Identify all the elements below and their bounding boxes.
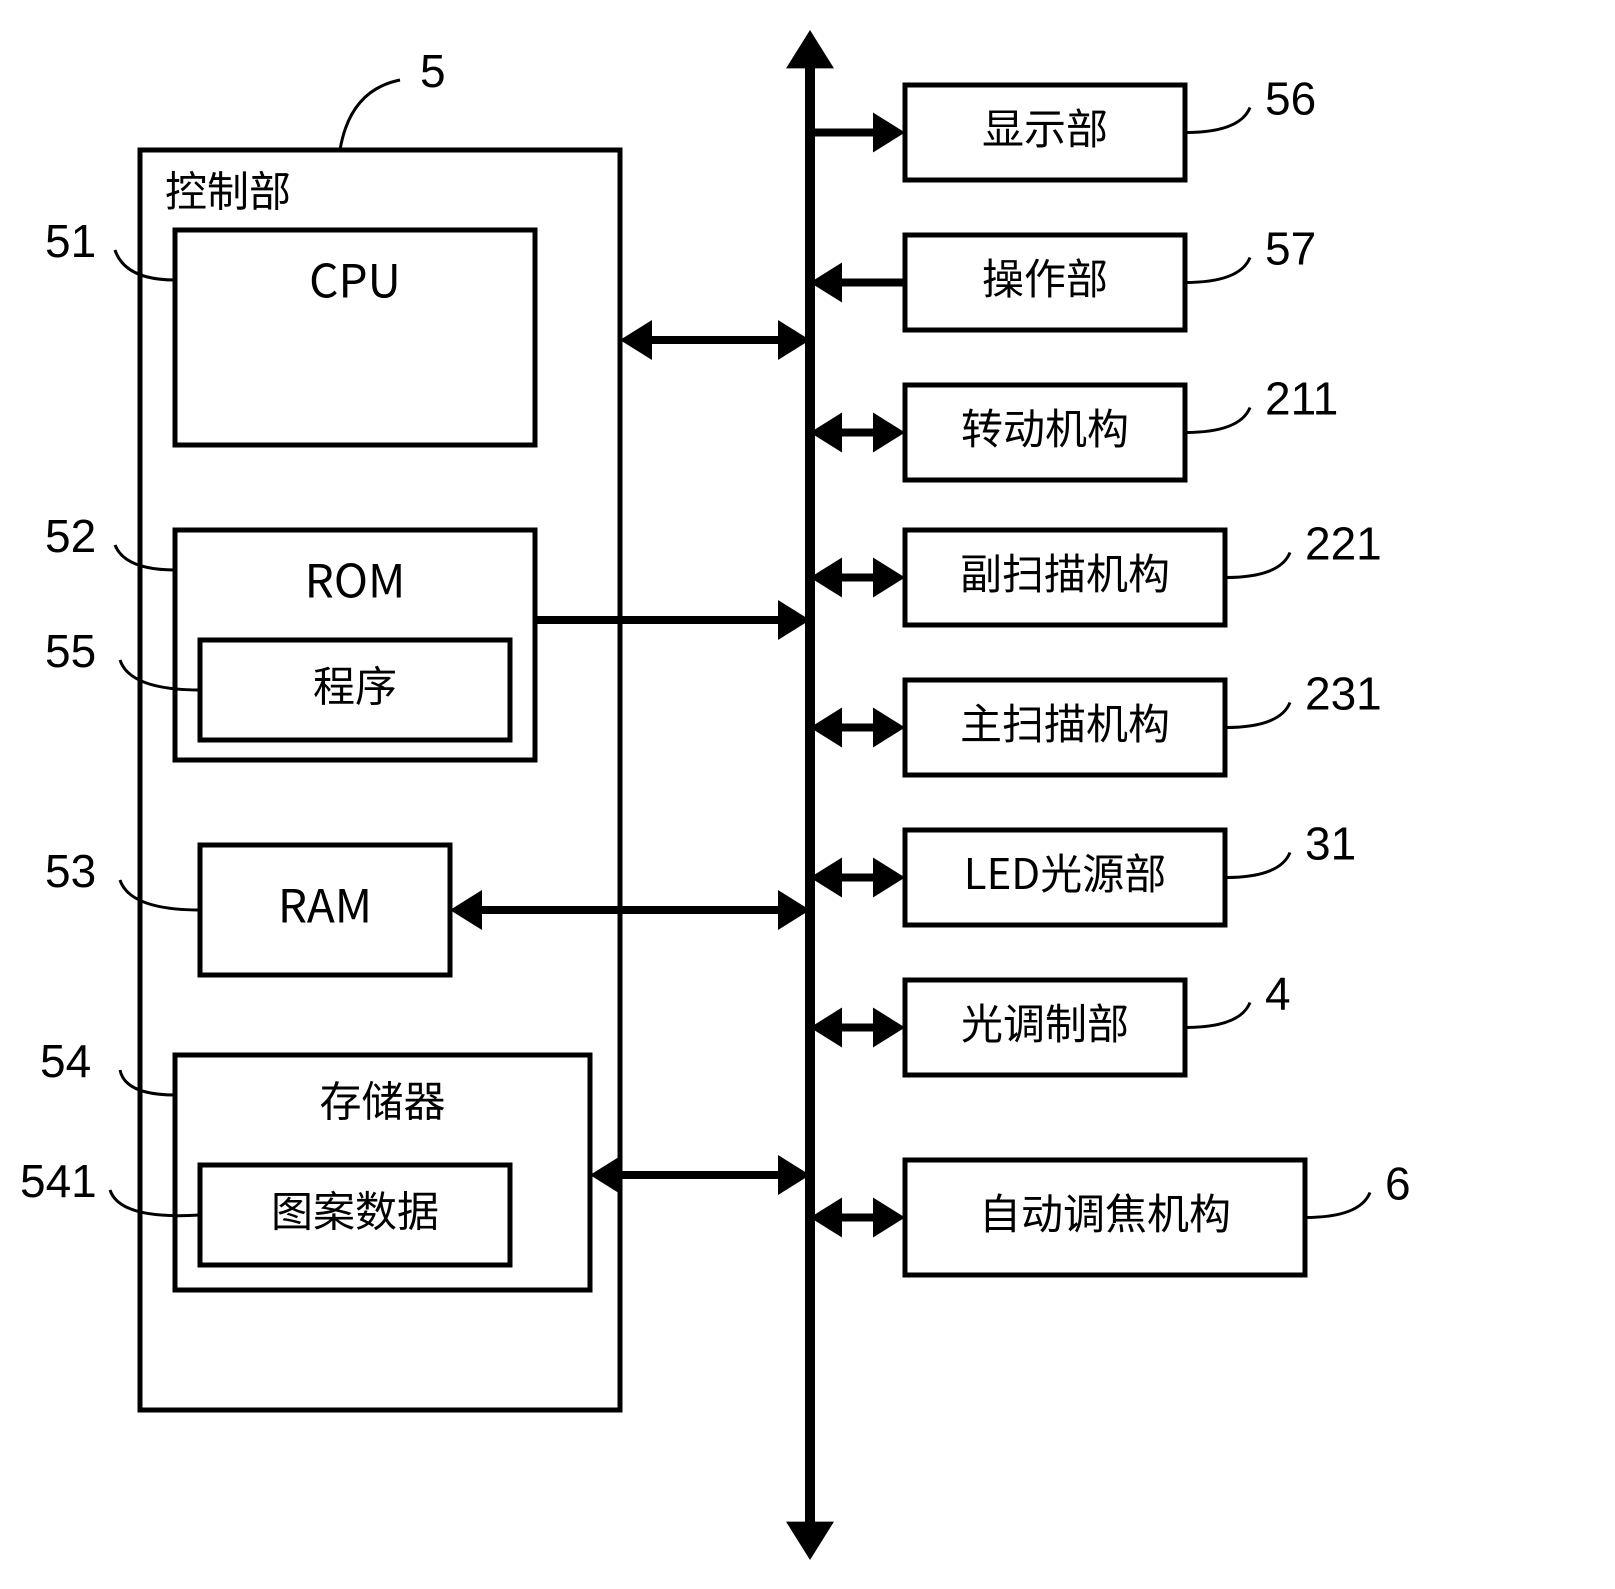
right-block-label: 副扫描机构 [960,541,1170,602]
ref-57: 57 [1265,223,1316,275]
ref-5: 5 [420,45,446,97]
ref-31: 31 [1305,818,1356,870]
ref-56: 56 [1265,73,1316,125]
ref-52: 52 [45,510,96,562]
right-block-label: 显示部 [982,96,1108,157]
rom-label: ROM [305,545,406,611]
ref-231: 231 [1305,668,1382,720]
block-label: 程序 [313,653,397,714]
block-label: 图案数据 [271,1178,439,1239]
ram-label: RAM [278,870,372,936]
ref-55: 55 [45,625,96,677]
ref-53: 53 [45,845,96,897]
ref-541: 541 [20,1155,97,1207]
store-label: 存储器 [319,1068,445,1129]
cpu-label: CPU [309,245,401,311]
right-block-label: 转动机构 [961,396,1129,457]
ref-54: 54 [40,1035,91,1087]
ref-4: 4 [1265,968,1291,1020]
ref-51: 51 [45,215,96,267]
block-diagram: 控制部 5 CPU 51 ROM 52 程序 55 RAM 53 存储器 54 图案数据 541 显示部 56… [0,0,1615,1589]
right-block-label: 主扫描机构 [960,691,1170,752]
right-block-label: 操作部 [982,246,1108,307]
ref-211: 211 [1265,373,1338,425]
ref-6: 6 [1385,1158,1411,1210]
controller-title: 控制部 [165,158,291,219]
right-block-label: 自动调焦机构 [979,1181,1231,1242]
ref-221: 221 [1305,518,1382,570]
right-block-label: 光调制部 [961,991,1129,1052]
right-block-label: LED光源部 [964,841,1166,902]
